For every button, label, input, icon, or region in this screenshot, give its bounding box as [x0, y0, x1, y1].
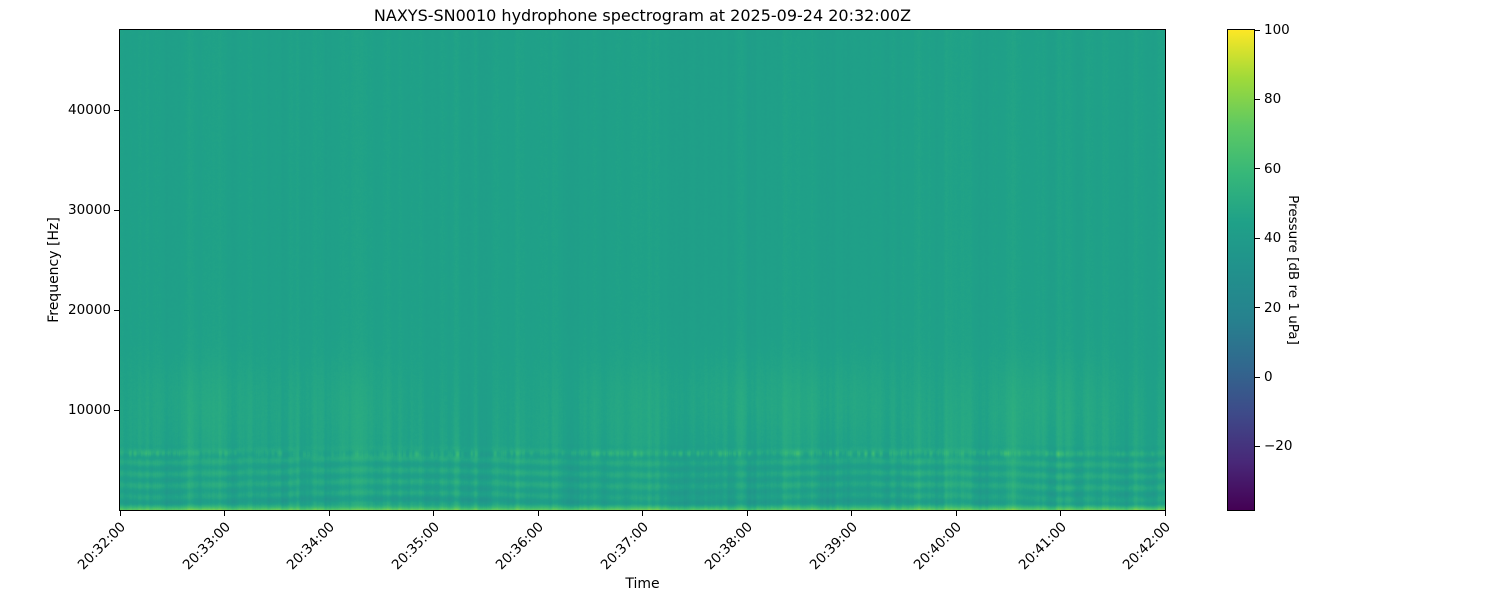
x-tick: [1060, 511, 1061, 516]
colorbar-tick-label: 60: [1264, 160, 1282, 177]
colorbar-tick-label: 20: [1264, 299, 1282, 316]
colorbar-tick-label: −20: [1264, 438, 1293, 455]
x-tick: [1164, 511, 1166, 516]
y-tick-label: 40000: [68, 102, 111, 118]
y-tick-label: 10000: [68, 402, 111, 418]
colorbar-tick: [1255, 29, 1260, 31]
x-tick: [119, 511, 121, 516]
plot-title: NAXYS-SN0010 hydrophone spectrogram at 2…: [373, 6, 912, 25]
plot-area: [120, 30, 1165, 514]
x-tick-label: 20:40:00: [911, 519, 966, 574]
x-tick-label: 20:35:00: [388, 519, 443, 574]
x-tick-label: 20:33:00: [179, 519, 234, 574]
x-tick: [746, 511, 748, 516]
x-tick: [224, 511, 225, 516]
colorbar-tick: [1255, 98, 1260, 100]
x-tick-label: 20:41:00: [1015, 519, 1070, 574]
x-tick: [537, 511, 539, 516]
colorbar-tick-label: 0: [1264, 369, 1273, 386]
colorbar-gradient: [1228, 30, 1254, 510]
y-tick: [114, 209, 119, 211]
y-tick: [114, 309, 119, 311]
x-tick: [955, 511, 957, 516]
x-tick: [851, 511, 852, 516]
colorbar-tick: [1255, 376, 1260, 378]
y-axis-label: Frequency [Hz]: [46, 217, 62, 323]
axes-spines: [119, 29, 1166, 511]
x-tick-label: 20:36:00: [493, 519, 548, 574]
colorbar-tick: [1255, 445, 1260, 447]
x-tick-label: 20:32:00: [75, 519, 130, 574]
colorbar-label: Pressure [dB re 1 uPa]: [1285, 195, 1301, 345]
y-tick-label: 20000: [68, 302, 111, 318]
x-axis-label: Time: [625, 576, 660, 592]
x-tick-label: 20:38:00: [702, 519, 757, 574]
x-tick: [328, 511, 330, 516]
colorbar-outline: [1227, 29, 1255, 511]
x-tick-label: 20:34:00: [284, 519, 339, 574]
x-tick: [642, 511, 643, 516]
colorbar-tick: [1255, 307, 1260, 309]
x-tick-label: 20:42:00: [1120, 519, 1175, 574]
x-tick: [433, 511, 434, 516]
y-tick: [114, 109, 119, 111]
colorbar-tick: [1255, 168, 1260, 170]
colorbar-tick-label: 40: [1264, 230, 1282, 247]
colorbar-tick: [1255, 237, 1260, 239]
colorbar-tick-label: 80: [1264, 91, 1282, 108]
y-tick-label: 30000: [68, 202, 111, 218]
colorbar-tick-label: 100: [1264, 22, 1290, 38]
x-tick-label: 20:37:00: [597, 519, 652, 574]
spectrogram-image: [120, 30, 1165, 510]
x-tick-label: 20:39:00: [806, 519, 861, 574]
y-tick: [114, 409, 119, 411]
